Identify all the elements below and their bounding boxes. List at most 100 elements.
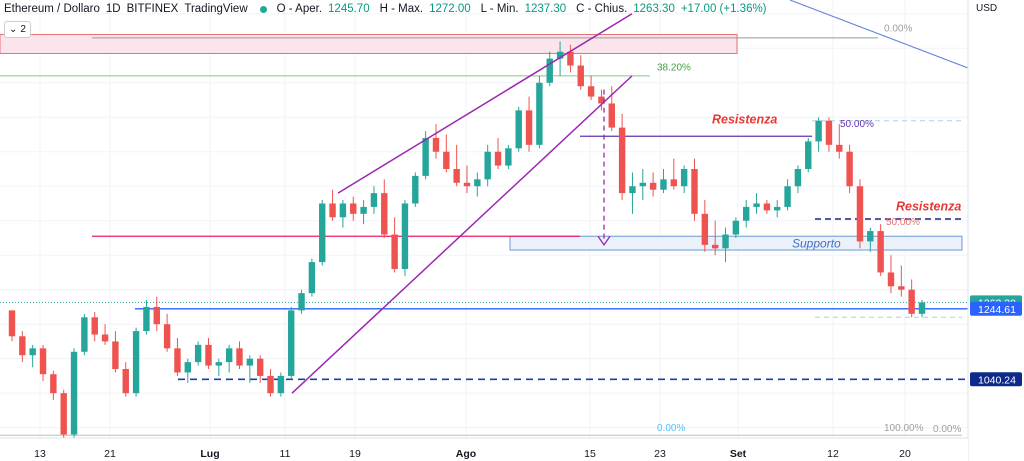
candle: [19, 331, 26, 363]
candle: [918, 300, 926, 318]
candle: [474, 172, 481, 197]
candle: [505, 144, 512, 169]
candle-body: [339, 203, 347, 218]
resistance-zone: [0, 33, 738, 54]
candle-body: [805, 141, 812, 169]
candle-body: [122, 369, 129, 394]
candle: [256, 355, 264, 383]
candle-series: [8, 41, 926, 442]
candle-body: [918, 302, 926, 314]
candle: [794, 165, 802, 194]
candle-body: [381, 193, 388, 235]
candle-body: [174, 348, 181, 373]
candle: [184, 358, 192, 383]
candle-body: [577, 65, 584, 87]
candle: [567, 44, 574, 73]
candle-body: [753, 203, 760, 207]
fib-0-bottom-label: 0.00%: [657, 423, 685, 434]
candle: [267, 369, 274, 397]
candle-body: [391, 234, 398, 270]
drawings-background: [0, 33, 968, 436]
resistance-2-label: Resistenza: [896, 199, 961, 213]
candle: [153, 296, 160, 332]
symbol-title[interactable]: Ethereum / Dollaro: [4, 3, 100, 15]
candle-body: [60, 393, 67, 435]
time-axis: 13 21 Lug 11 19 Ago 15 23 Set 12 20: [0, 437, 968, 461]
channel-lower-line: [291, 75, 633, 394]
candle-body: [153, 306, 160, 325]
low-label: L - Min.: [480, 3, 519, 15]
candle: [39, 344, 47, 382]
time-tick-label: 23: [654, 448, 666, 460]
candle: [205, 337, 212, 370]
candle-body: [360, 206, 367, 214]
candle-body: [143, 306, 150, 332]
candle-body: [308, 262, 316, 294]
candle: [287, 306, 295, 380]
candle-body: [370, 193, 378, 207]
candle: [412, 172, 419, 207]
fib-100-label: 100.00%: [884, 423, 924, 434]
candle: [556, 41, 564, 76]
candle: [701, 200, 709, 252]
candle: [784, 179, 791, 211]
target-arrow-icon: [597, 235, 611, 247]
candle-body: [898, 286, 905, 290]
candle: [298, 289, 305, 314]
interval-label[interactable]: 1D: [105, 3, 121, 15]
candle: [122, 362, 129, 397]
candle-body: [815, 120, 822, 142]
candle: [91, 312, 98, 342]
candle: [443, 134, 450, 173]
trend-line: [789, 0, 969, 69]
candle-body: [298, 293, 305, 311]
candle-body: [132, 331, 140, 394]
fib-50-b-label: 50.00%: [886, 217, 920, 228]
candle-body: [691, 168, 698, 214]
candle: [577, 55, 584, 90]
candle: [815, 117, 822, 152]
candle-body: [39, 348, 47, 375]
candle: [215, 358, 223, 376]
candle-body: [91, 317, 98, 335]
candle-body: [412, 175, 419, 204]
candle: [463, 165, 471, 194]
candle: [81, 313, 88, 356]
chevron-down-icon: ⌄: [9, 24, 18, 35]
candle-body: [8, 310, 16, 337]
candle-body: [319, 203, 326, 263]
candle-body: [432, 137, 440, 152]
candle: [742, 200, 750, 228]
exchange-label: BITFINEX: [126, 3, 179, 15]
source-label: TradingView: [184, 3, 248, 15]
fib-50-a-label: 50.00%: [840, 119, 874, 130]
candle: [753, 193, 760, 214]
candle-body: [784, 186, 791, 207]
candle: [691, 158, 698, 221]
candle: [277, 372, 285, 397]
indicators-toggle-button[interactable]: ⌄ 2: [4, 21, 31, 38]
candle-body: [50, 374, 57, 394]
candle: [132, 327, 140, 397]
candle-body: [267, 375, 274, 394]
candle-body: [19, 336, 26, 356]
candle-body: [184, 362, 192, 373]
candle-body: [639, 182, 647, 187]
resistance-1-label: Resistenza: [712, 112, 777, 126]
candle-body: [205, 344, 212, 366]
candle-body: [670, 179, 678, 187]
candle: [587, 75, 595, 101]
candle-body: [546, 58, 553, 83]
candle: [225, 344, 233, 373]
candle: [70, 348, 78, 438]
candle: [60, 389, 67, 442]
fib-38-label: 38.20%: [657, 63, 691, 74]
candle: [846, 144, 853, 194]
currency-label[interactable]: USD: [976, 3, 998, 14]
open-label: O - Aper.: [276, 3, 323, 15]
grid: [0, 0, 968, 438]
time-axis-background: [0, 438, 968, 461]
candle: [246, 355, 254, 383]
